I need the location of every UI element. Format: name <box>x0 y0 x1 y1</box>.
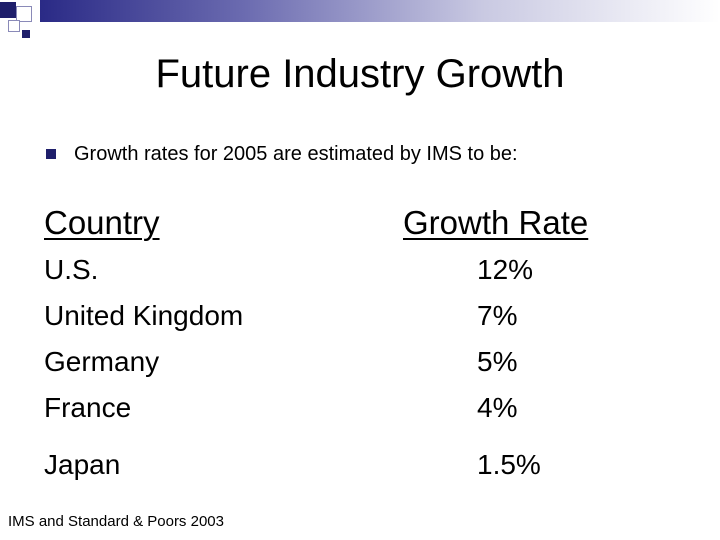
column-header-growth-rate-label: Growth Rate <box>403 204 589 241</box>
source-citation: IMS and Standard & Poors 2003 <box>8 513 224 530</box>
rate-cell: 12% <box>477 254 534 285</box>
decor-square-outline <box>16 6 32 22</box>
decor-square-outline <box>8 20 20 32</box>
bullet-item: Growth rates for 2005 are estimated by I… <box>46 140 518 168</box>
column-header-growth-rate: Growth Rate <box>403 203 588 243</box>
column-header-country: Country <box>44 203 160 243</box>
column-header-country-label: Country <box>44 204 160 241</box>
rate-cell: 5% <box>477 346 518 377</box>
country-cell: Germany <box>44 346 160 377</box>
country-cell: Japan <box>44 449 121 480</box>
header-gradient-bar <box>40 0 720 22</box>
square-bullet-icon <box>46 149 56 159</box>
country-cell: France <box>44 392 132 423</box>
rate-cell: 7% <box>477 300 518 331</box>
slide-title: Future Industry Growth <box>155 52 565 96</box>
bullet-text: Growth rates for 2005 are estimated by I… <box>74 143 518 165</box>
country-cell: United Kingdom <box>44 300 244 331</box>
decor-square <box>22 30 30 38</box>
rate-cell: 4% <box>477 392 518 423</box>
decor-square <box>0 2 16 18</box>
rate-cell: 1.5% <box>477 449 541 480</box>
country-cell: U.S. <box>44 254 99 285</box>
